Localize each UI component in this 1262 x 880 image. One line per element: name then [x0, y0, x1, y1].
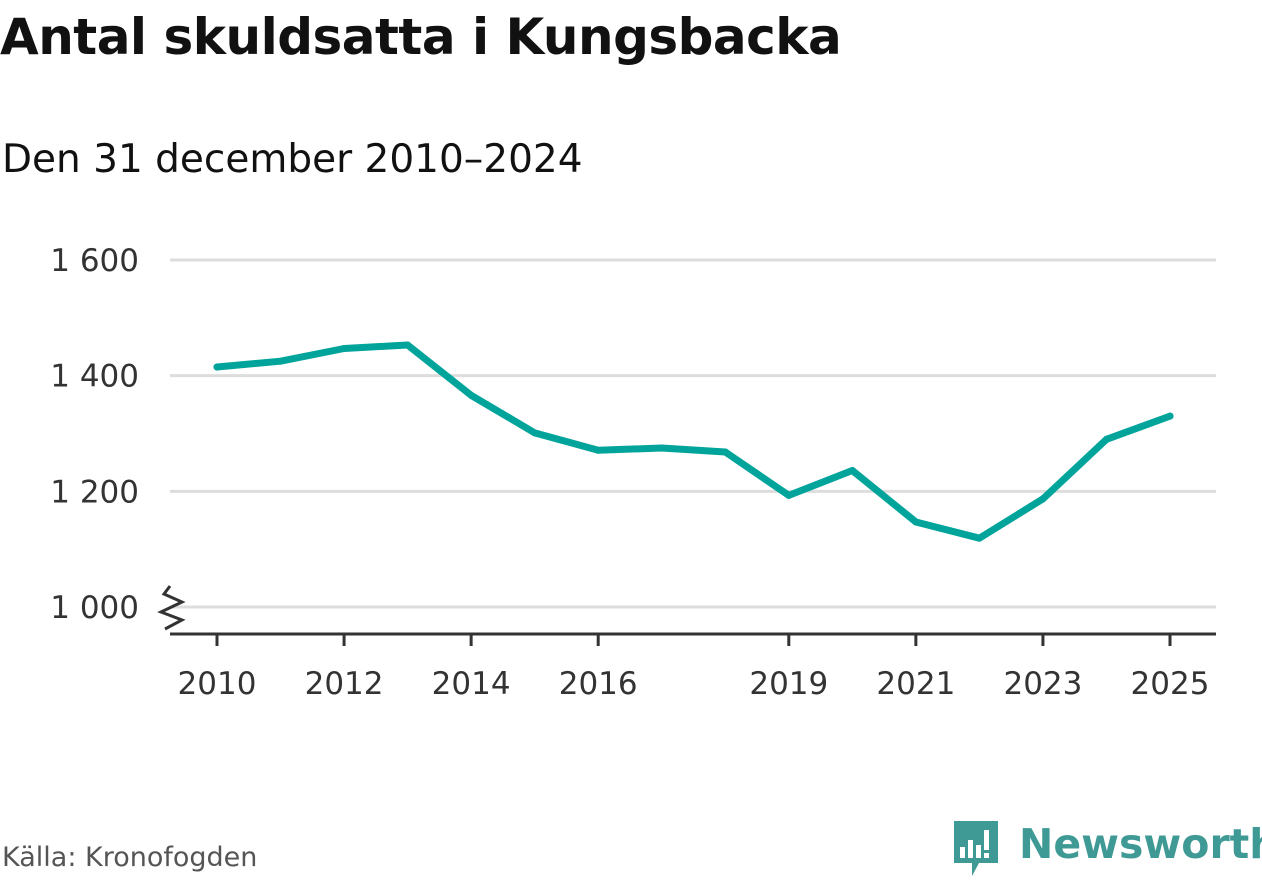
series-line: [213, 341, 1174, 542]
data-point: [1039, 495, 1047, 503]
axis-break-icon: [157, 585, 186, 631]
data-point: [1102, 435, 1110, 443]
x-tick-label: 2021: [876, 666, 955, 702]
data-point: [404, 341, 412, 349]
brand-logo: Newsworthy: [951, 818, 1262, 880]
y-tick-label: 1 400: [50, 359, 139, 395]
y-tick-label: 1 000: [50, 590, 139, 626]
data-point: [277, 357, 285, 365]
data-point: [721, 448, 729, 456]
x-tick-label: 2014: [432, 666, 511, 702]
x-axis: 2010 2012 2014 2016 2019 2021 2023 2025: [170, 632, 1216, 702]
source-note: Källa: Kronofogden: [2, 842, 258, 873]
x-tick-label: 2016: [559, 666, 638, 702]
data-point: [213, 363, 221, 371]
x-tick-label: 2012: [305, 666, 384, 702]
data-point: [1166, 412, 1174, 420]
data-point: [912, 518, 920, 526]
gridlines: [170, 258, 1216, 609]
data-point: [785, 491, 793, 499]
newsworthy-logo-icon: [954, 821, 998, 876]
brand-name: Newsworthy: [1019, 820, 1262, 868]
chart-title: Antal skuldsatta i Kungsbacka: [0, 8, 842, 66]
data-point: [658, 444, 666, 452]
series: [213, 341, 1174, 542]
x-tick-label: 2023: [1003, 666, 1082, 702]
data-point: [848, 467, 856, 475]
data-point: [340, 344, 348, 352]
x-tick-label: 2019: [749, 666, 828, 702]
y-axis: 1 000 1 200 1 400 1 600: [50, 243, 139, 626]
data-point: [975, 534, 983, 542]
y-tick-label: 1 600: [50, 243, 139, 279]
data-point: [467, 391, 475, 399]
data-point: [594, 446, 602, 454]
x-tick-label: 2010: [178, 666, 257, 702]
data-point: [531, 429, 539, 437]
chart-subtitle: Den 31 december 2010–2024: [2, 137, 583, 182]
y-tick-label: 1 200: [50, 474, 139, 510]
x-tick-label: 2025: [1131, 666, 1210, 702]
